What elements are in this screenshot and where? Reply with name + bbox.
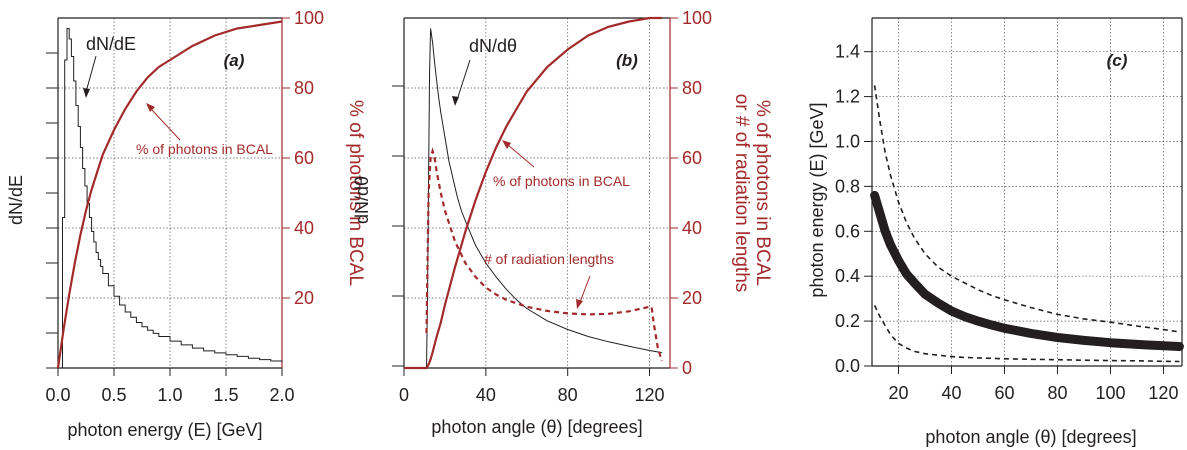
series-line [404,28,662,369]
annotation-arrow [151,109,181,141]
series-line [62,28,283,368]
red-annotation: % of photons in BCAL [493,173,630,189]
series-line [425,147,663,362]
x-tick-label: 2.0 [269,385,294,405]
series-line [873,305,1180,363]
x-tick-label: 0.5 [101,385,126,405]
annotation-arrow [85,55,97,93]
series-line [56,20,283,369]
y-right-tick-label: 100 [294,8,324,28]
x-tick-label: 20 [888,383,908,403]
y-right-tick-label: 20 [682,288,702,308]
x-axis-title: photon energy (E) [GeV] [67,420,262,440]
y-right-tick-label: 20 [294,288,314,308]
y-right-tick-label: 60 [682,148,702,168]
y-right-tick-label: 100 [682,8,712,28]
series-line [873,85,1180,333]
y-tick-label: 1.0 [835,131,860,151]
y-right-title: % of photons in BCAL [345,100,366,286]
x-axis-title: photon angle (θ) [degrees] [925,427,1136,447]
x-tick-label: 0 [399,385,409,405]
y-right-tick-label: 0 [682,358,692,378]
panel-label: (b) [616,51,638,70]
panel-c: 20 40 60 80 100 120 0.0 0.2 0.4 0.6 0.8 1.0 1.2 1.4 ph… [807,17,1184,447]
y-tick-label: 0.0 [835,356,860,376]
y-left-title: dN/dE [6,175,26,225]
y-tick-label: 0.8 [835,176,860,196]
x-axis-title: photon angle (θ) [degrees] [431,417,642,437]
y-right-title-line: % of photons in BCAL [752,100,773,286]
y-tick-label: 1.2 [835,87,860,107]
x-tick-label: 40 [941,383,961,403]
x-tick-label: 60 [994,383,1014,403]
y-right-title-line: or # of radiation lengths [731,94,752,293]
annotation-arrow [579,275,591,303]
arrowhead [83,88,90,98]
curve-annotation: dN/dθ [469,36,517,56]
x-tick-label: 0.0 [45,385,70,405]
y-right-tick-label: 80 [682,78,702,98]
x-tick-label: 100 [1095,383,1125,403]
y-axis-title: photon energy (E) [GeV] [807,102,827,297]
y-right-tick-label: 40 [294,218,314,238]
x-tick-label: 120 [1148,383,1178,403]
arrowhead [452,96,459,106]
y-tick-label: 0.2 [835,311,860,331]
series-band [870,190,1184,351]
panel-label: (a) [224,51,245,70]
annotation-arrow [456,59,471,101]
x-tick-label: 80 [1047,383,1067,403]
panel-b: 0 40 80 120 0 20 40 60 80 100 photon angle (θ) [de… [352,8,773,437]
red-annotation: % of photons in BCAL [136,141,273,157]
x-tick-label: 1.5 [213,385,238,405]
x-tick-label: 40 [476,385,496,405]
arrowhead [146,103,155,112]
y-left-title: dN/dθ [352,176,372,224]
x-tick-label: 1.0 [157,385,182,405]
arrowhead [502,140,511,149]
y-right-tick-label: 40 [682,218,702,238]
panel-a: 0.0 0.5 1.0 1.5 2.0 20 40 60 80 100 photon energy … [6,8,366,440]
y-right-tick-label: 80 [294,78,314,98]
y-tick-label: 1.4 [835,42,860,62]
y-tick-label: 0.4 [835,266,860,286]
y-tick-label: 0.6 [835,221,860,241]
x-tick-label: 120 [635,385,665,405]
radlen-annotation: # of radiation lengths [484,251,614,267]
y-right-tick-label: 60 [294,148,314,168]
series-line [404,16,662,370]
arrowhead [576,299,583,309]
panel-label: (c) [1107,51,1128,70]
curve-annotation: dN/dE [86,34,136,54]
x-tick-label: 80 [558,385,578,405]
annotation-arrow [507,144,535,168]
